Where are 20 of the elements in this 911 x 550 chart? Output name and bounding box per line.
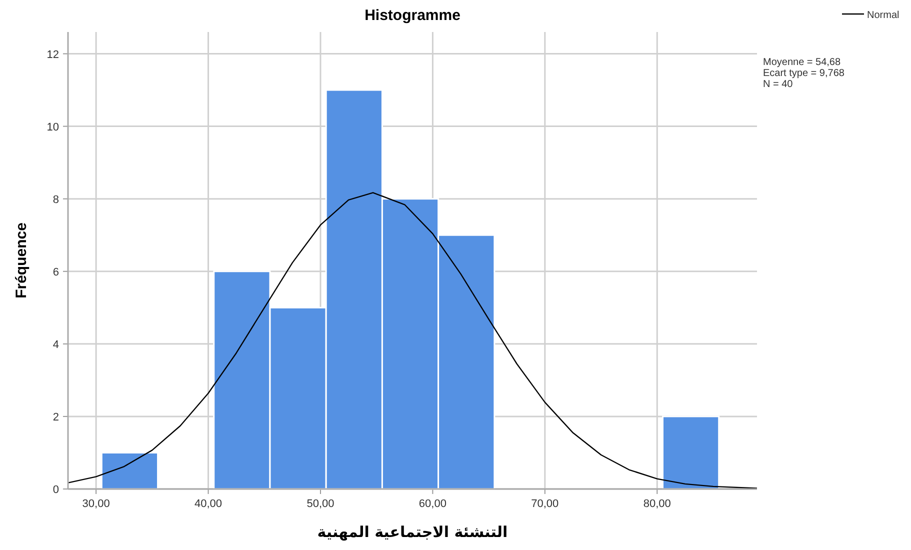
text: Ecart type = 9,768 (763, 68, 845, 79)
text: N = 40 (763, 79, 794, 90)
x-tick-label: 80,00 (643, 498, 671, 510)
x-tick-label: 70,00 (531, 498, 559, 510)
y-tick-label: 10 (46, 121, 59, 134)
y-tick-label: 0 (52, 484, 59, 496)
y-tick-label: 12 (46, 48, 59, 61)
y-tick-label: 6 (52, 266, 59, 278)
x-axis-title: التنشئة الاجتماعية المهنية (317, 523, 508, 541)
legend-label: Normal (867, 10, 900, 21)
chart-title: Histogramme (364, 7, 460, 24)
text: Moyenne = 54,68 (763, 57, 841, 68)
y-tick-label: 8 (52, 194, 59, 206)
y-tick-label: 4 (52, 338, 59, 351)
y-axis-title: Fréquence (13, 222, 30, 298)
x-tick-label: 50,00 (306, 498, 334, 510)
x-tick-label: 40,00 (194, 498, 222, 510)
x-tick-label: 60,00 (418, 498, 446, 510)
y-tick-label: 2 (52, 411, 59, 424)
x-tick-label: 30,00 (82, 498, 110, 510)
